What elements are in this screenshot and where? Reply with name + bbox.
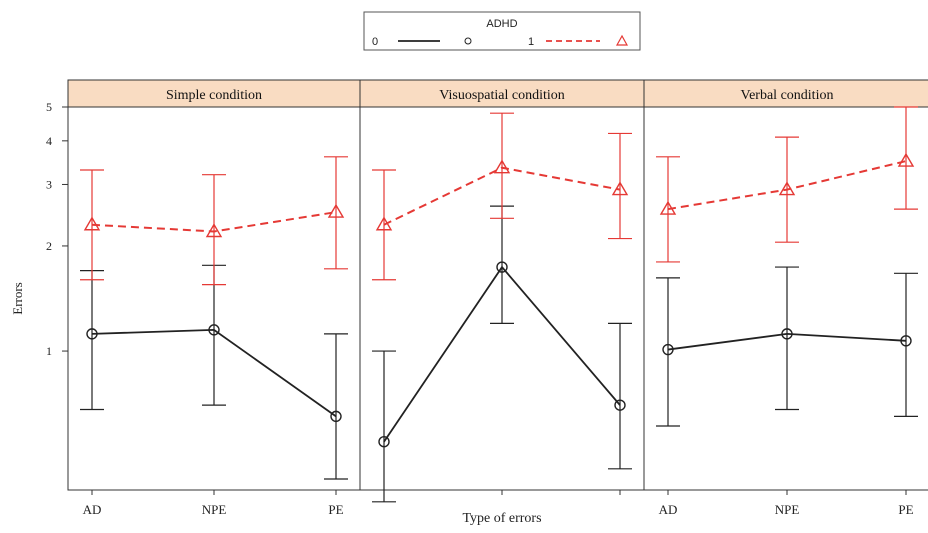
x-axis-title: Type of errors [462,511,541,526]
data-point-circle [86,328,98,340]
y-axis-title: Errors [10,282,25,315]
y-tick-label: 3 [46,177,52,191]
data-point-circle [378,436,390,448]
panel-2: Visuospatial condition [359,79,645,503]
legend-label-0: 0 [372,36,378,48]
data-point-triangle [375,216,393,231]
data-point-circle [614,399,626,411]
panel-strip [67,79,361,108]
data-point-triangle [611,181,629,196]
series-line [91,328,337,418]
data-point-triangle [327,203,345,218]
y-tick-label: 1 [46,344,52,358]
y-tick-label: 5 [46,100,52,114]
x-tick-label: PE [328,502,343,517]
data-point-circle [781,328,793,340]
legend-box [363,11,641,51]
series-adhd-1 [80,156,348,286]
series-adhd-1 [372,112,632,281]
x-tick-label: NPE [775,502,800,517]
panel-3: Verbal condition AD NPE PE [643,79,928,517]
x-tick-label: NPE [202,502,227,517]
panel-title: Verbal condition [741,88,834,103]
data-point-circle [208,324,220,336]
legend-marker-triangle [615,34,629,46]
series-line [383,265,621,443]
data-point-triangle [83,216,101,231]
data-point-triangle [205,223,223,238]
panel-1: Simple condition AD NPE PE [67,79,361,517]
legend: ADHD 0 1 [363,11,641,51]
series-line [383,166,621,226]
x-tick-label: AD [659,502,678,517]
legend-title: ADHD [486,18,517,30]
panel-title: Visuospatial condition [439,88,565,103]
x-tick-label: PE [898,502,913,517]
series-line [91,211,337,233]
data-point-circle [496,261,508,273]
data-point-triangle [659,200,677,215]
series-adhd-0 [80,264,348,480]
series-line [667,332,907,351]
data-point-triangle [778,181,796,196]
y-tick-label: 2 [46,239,52,253]
series-line [667,160,907,211]
panel-frame [643,106,928,491]
data-point-triangle [493,159,511,174]
legend-label-1: 1 [528,36,534,48]
data-point-circle [900,335,912,347]
legend-marker-circle [464,37,472,45]
series-adhd-0 [372,205,632,503]
y-tick-label: 4 [46,134,52,148]
data-point-triangle [897,152,915,167]
panel-strip [643,79,928,108]
panel-title: Simple condition [166,88,262,103]
series-adhd-0 [656,266,918,427]
data-point-circle [330,410,342,423]
data-point-circle [662,343,674,356]
series-adhd-1 [656,106,918,263]
x-tick-label: AD [83,502,102,517]
